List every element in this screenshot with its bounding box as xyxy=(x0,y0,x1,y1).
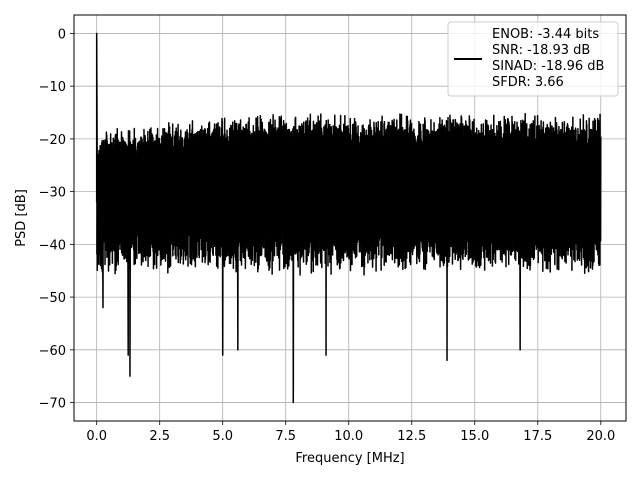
plot-frame xyxy=(73,14,627,422)
legend-sinad: SINAD: -18.96 dB xyxy=(492,59,604,74)
x-tick-label: 10.0 xyxy=(334,429,363,444)
series-psd xyxy=(95,32,602,404)
x-tick-label: 5.0 xyxy=(212,429,233,444)
x-axis-ticks: 0.0 2.5 5.0 7.5 10.0 12.5 15.0 17.5 20.0 xyxy=(86,421,615,444)
x-tick-label: 20.0 xyxy=(586,429,615,444)
y-tick-label: −60 xyxy=(39,344,66,359)
x-tick-label: 12.5 xyxy=(397,429,426,444)
legend-snr: SNR: -18.93 dB xyxy=(492,43,590,58)
x-tick-label: 15.0 xyxy=(460,429,489,444)
y-tick-label: −70 xyxy=(39,397,66,412)
x-tick-label: 7.5 xyxy=(275,429,296,444)
legend-sfdr: SFDR: 3.66 xyxy=(492,75,564,90)
x-tick-label: 2.5 xyxy=(149,429,170,444)
y-tick-label: −20 xyxy=(39,133,66,148)
y-tick-label: −30 xyxy=(39,186,66,201)
x-tick-label: 0.0 xyxy=(86,429,107,444)
y-tick-label: −40 xyxy=(39,238,66,253)
y-tick-label: 0 xyxy=(58,27,66,42)
legend-box xyxy=(447,21,619,97)
legend-enob: ENOB: -3.44 bits xyxy=(492,27,599,42)
y-axis-ticks: 0 −10 −20 −30 −40 −50 −60 −70 xyxy=(39,27,74,412)
x-tick-label: 17.5 xyxy=(523,429,552,444)
x-axis-label: Frequency [MHz] xyxy=(295,451,404,466)
psd-series-line xyxy=(95,32,602,404)
y-tick-label: −50 xyxy=(39,291,66,306)
y-axis-label: PSD [dB] xyxy=(14,189,29,247)
legend: ENOB: -3.44 bits SNR: -18.93 dB SINAD: -… xyxy=(447,21,619,97)
y-tick-label: −10 xyxy=(39,80,66,95)
